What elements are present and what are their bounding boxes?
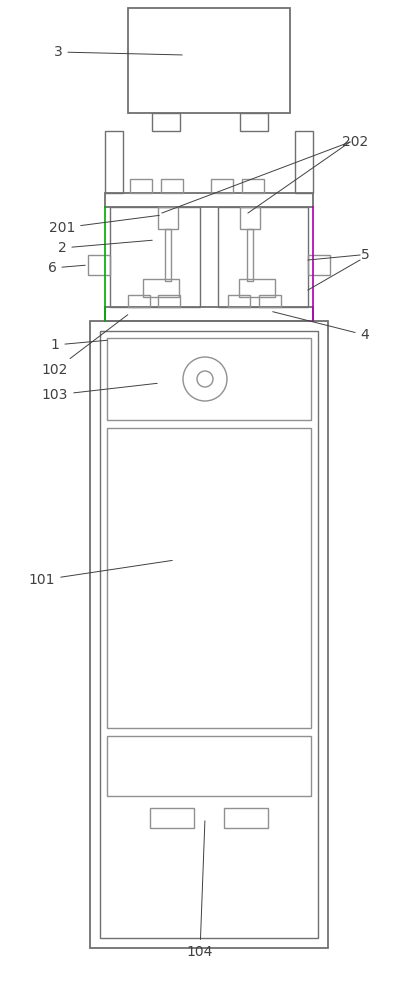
Text: 1: 1 bbox=[50, 338, 107, 352]
Text: 2: 2 bbox=[58, 240, 152, 255]
Bar bbox=[242, 179, 264, 193]
Bar bbox=[259, 295, 281, 307]
Bar bbox=[211, 179, 233, 193]
Text: 5: 5 bbox=[361, 248, 369, 262]
Bar bbox=[107, 736, 311, 796]
Bar bbox=[143, 279, 179, 297]
Text: 202: 202 bbox=[342, 135, 368, 149]
Bar bbox=[100, 331, 318, 938]
Bar bbox=[239, 279, 275, 297]
Bar bbox=[107, 338, 311, 420]
Bar bbox=[105, 193, 313, 207]
Bar bbox=[158, 295, 180, 307]
Bar bbox=[247, 229, 253, 281]
Bar bbox=[165, 229, 171, 281]
Bar bbox=[224, 808, 268, 828]
Bar bbox=[128, 295, 150, 307]
Bar bbox=[240, 113, 268, 131]
Text: 3: 3 bbox=[54, 45, 182, 59]
Text: 103: 103 bbox=[42, 383, 157, 402]
Bar bbox=[105, 131, 123, 193]
Text: 102: 102 bbox=[42, 315, 128, 377]
Bar bbox=[161, 179, 183, 193]
Bar bbox=[295, 131, 313, 193]
Text: 104: 104 bbox=[187, 821, 213, 959]
Bar bbox=[90, 321, 328, 948]
Bar bbox=[130, 179, 152, 193]
Bar bbox=[218, 207, 308, 307]
Bar bbox=[128, 8, 290, 113]
Text: 201: 201 bbox=[49, 215, 159, 235]
Bar bbox=[107, 428, 311, 728]
Text: 4: 4 bbox=[273, 312, 369, 342]
Bar bbox=[110, 207, 200, 307]
Bar bbox=[228, 295, 250, 307]
Bar bbox=[308, 255, 330, 275]
Bar bbox=[152, 113, 180, 131]
Bar bbox=[240, 207, 260, 229]
Text: 6: 6 bbox=[48, 261, 85, 275]
Bar bbox=[150, 808, 194, 828]
Bar bbox=[88, 255, 110, 275]
Text: 101: 101 bbox=[29, 560, 172, 587]
Bar bbox=[158, 207, 178, 229]
Bar bbox=[105, 307, 313, 321]
